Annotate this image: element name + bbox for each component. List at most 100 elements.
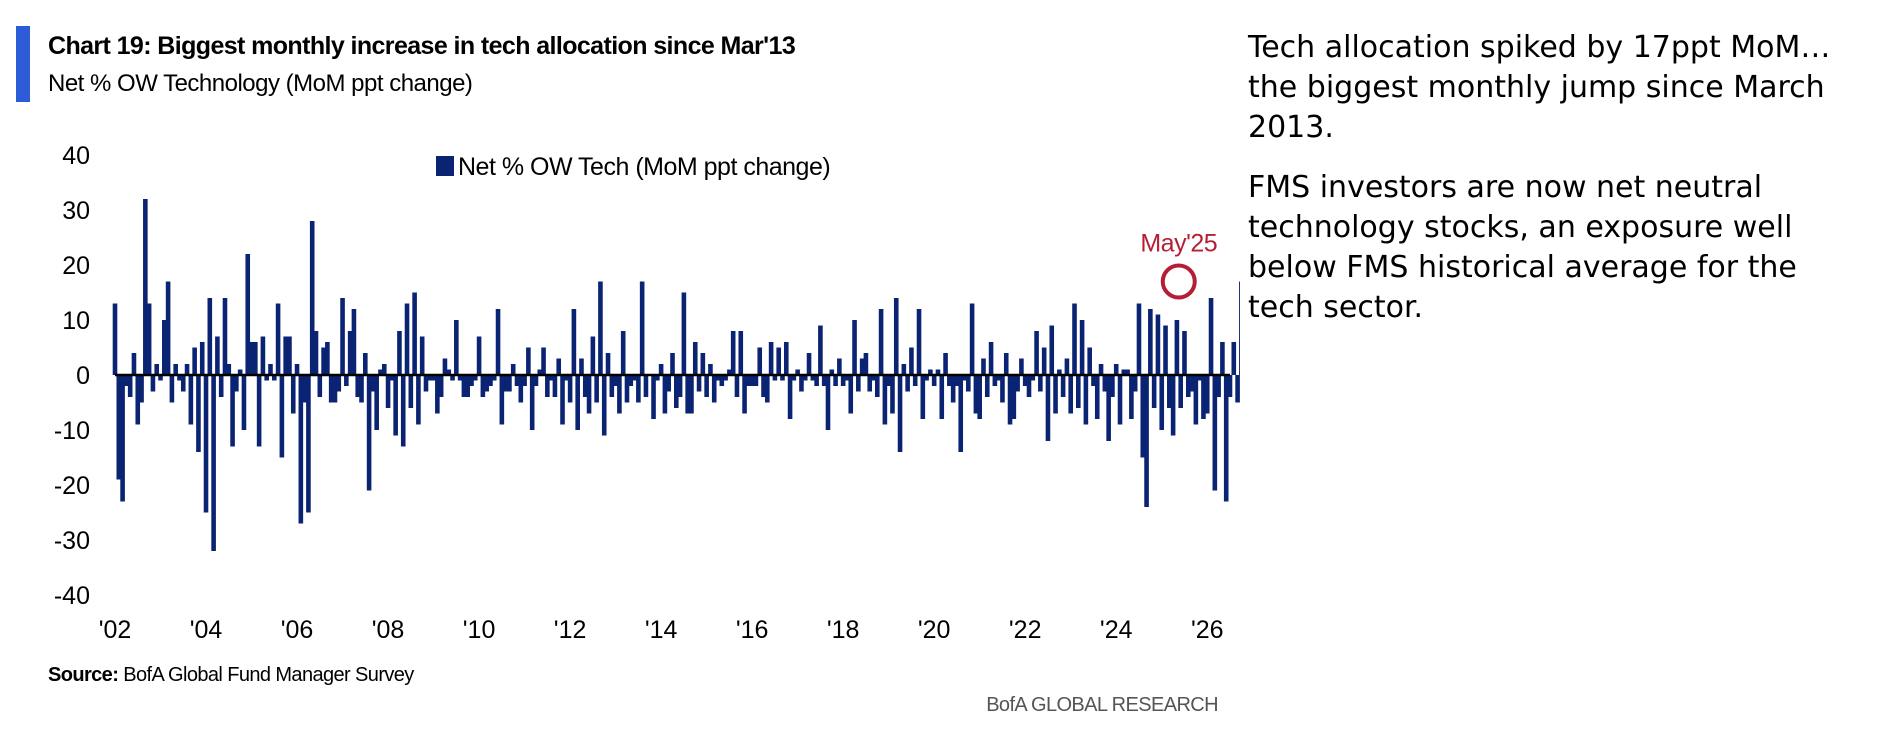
bar	[260, 336, 266, 375]
y-tick-label: 10	[62, 307, 90, 335]
bar	[844, 375, 850, 381]
bar	[230, 375, 235, 447]
x-tick-label: '22	[1009, 616, 1042, 644]
x-tick-label: '14	[645, 616, 678, 644]
bar	[124, 375, 129, 386]
bar	[332, 375, 338, 403]
bar	[939, 375, 945, 419]
bar	[1102, 375, 1108, 392]
bar	[271, 375, 277, 381]
bar	[302, 375, 307, 403]
bar	[249, 342, 254, 375]
bar	[897, 375, 903, 452]
source-label: Source:	[48, 664, 119, 686]
bar	[120, 375, 125, 502]
bar	[909, 347, 914, 375]
bar	[882, 375, 888, 425]
bar	[765, 375, 770, 403]
bar	[313, 331, 319, 375]
bar	[404, 303, 410, 375]
bar	[670, 353, 675, 375]
bar	[1110, 375, 1115, 397]
bar	[412, 292, 417, 375]
bar	[643, 375, 649, 397]
annotation-label: May'25	[1140, 230, 1217, 258]
bar	[309, 221, 315, 375]
bar	[673, 375, 679, 408]
bar	[791, 375, 797, 381]
bar	[757, 347, 763, 375]
bar	[560, 375, 565, 425]
y-tick-label: -20	[54, 472, 90, 500]
bar	[1079, 320, 1085, 375]
bar	[852, 320, 857, 375]
bar	[491, 375, 497, 381]
bar	[416, 375, 421, 425]
bar	[814, 375, 819, 386]
bar	[1038, 375, 1043, 392]
bar	[196, 375, 201, 452]
chart-subtitle: Net % OW Technology (MoM ppt change)	[48, 70, 473, 97]
bar	[1034, 331, 1039, 375]
bar	[582, 375, 588, 397]
bar	[780, 375, 785, 381]
bar	[601, 375, 607, 436]
bar	[863, 353, 869, 375]
bar	[1098, 364, 1104, 375]
bar	[355, 375, 361, 397]
bar	[465, 375, 470, 397]
bar	[943, 353, 948, 375]
bar	[1178, 375, 1183, 408]
bar	[1057, 369, 1062, 375]
bar	[359, 375, 364, 403]
bar	[169, 375, 175, 403]
bar	[127, 375, 133, 397]
title-accent-bar	[16, 26, 30, 102]
bar	[575, 375, 580, 430]
bar	[605, 353, 611, 375]
bar	[783, 342, 789, 375]
bar	[829, 369, 835, 375]
bar	[499, 375, 505, 425]
bar	[363, 353, 368, 375]
bar	[150, 375, 156, 392]
bar	[306, 375, 311, 513]
bar	[1060, 375, 1066, 397]
bar	[1212, 375, 1218, 491]
y-tick-label: -30	[54, 527, 90, 555]
x-tick-label: '10	[463, 616, 496, 644]
bar	[188, 375, 194, 425]
legend-swatch	[436, 156, 454, 176]
bar	[825, 375, 831, 430]
bar	[1216, 375, 1221, 397]
x-tick-label: '02	[99, 616, 132, 644]
bar	[681, 292, 687, 375]
bar	[859, 358, 865, 375]
bar	[886, 375, 891, 386]
bar	[287, 336, 292, 375]
bar	[393, 375, 398, 436]
bar	[749, 375, 755, 386]
bar	[112, 303, 118, 375]
bar	[552, 375, 558, 397]
bar	[154, 364, 160, 375]
bar	[1011, 375, 1017, 419]
bar	[541, 347, 546, 375]
bar	[1197, 375, 1202, 381]
bar	[598, 281, 603, 375]
bar	[488, 375, 493, 386]
bar	[761, 375, 766, 397]
bar	[567, 375, 573, 403]
bar	[1227, 375, 1233, 397]
bar	[651, 375, 656, 419]
bar	[996, 375, 1001, 381]
bar	[366, 375, 372, 491]
bar	[215, 336, 220, 375]
bar	[1030, 375, 1036, 381]
chart-title: Chart 19: Biggest monthly increase in te…	[48, 32, 796, 60]
bar	[1026, 375, 1032, 397]
bar	[962, 375, 967, 381]
bar	[556, 358, 562, 375]
bar	[636, 375, 641, 403]
bar	[446, 369, 452, 375]
